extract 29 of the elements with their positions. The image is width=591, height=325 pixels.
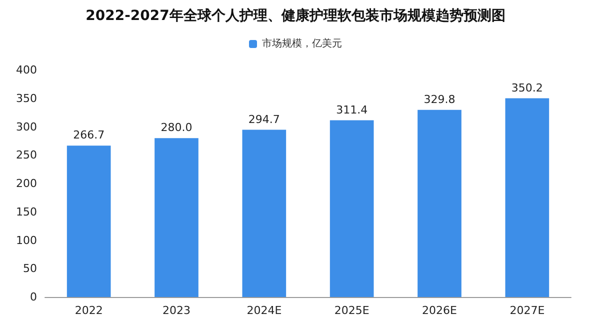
bar (66, 146, 111, 297)
bar (330, 120, 374, 297)
y-tick-label: 150 (16, 205, 37, 218)
legend-label: 市场规模，亿美元 (262, 38, 342, 50)
text: 311.4 (336, 103, 368, 116)
x-tick-label: 2022 (74, 304, 103, 317)
bar (505, 98, 550, 297)
x-tick-label: 2023 (162, 304, 190, 317)
text: 329.8 (424, 92, 456, 106)
text: 280.0 (160, 121, 192, 134)
x-tick-label: 2024E (246, 304, 282, 317)
text: 294.7 (248, 112, 280, 126)
x-tick-label: 2027E (510, 304, 545, 317)
y-tick-label: 0 (30, 290, 37, 304)
bar (242, 130, 286, 297)
y-tick-label: 350 (16, 92, 37, 105)
chart-title: 2022-2027年全球个人护理、健康护理软包装市场规模趋势预测图 (86, 7, 506, 24)
y-tick-label: 300 (16, 120, 37, 134)
y-tick-label: 200 (16, 177, 37, 190)
bar (154, 138, 198, 297)
x-tick-label: 2026E (422, 304, 458, 317)
y-tick-label: 250 (16, 148, 37, 162)
text: 266.7 (73, 128, 105, 142)
y-tick-label: 50 (23, 262, 37, 276)
y-tick-label: 100 (16, 234, 37, 247)
x-tick-label: 2025E (334, 304, 370, 317)
bar (418, 110, 462, 297)
text: 350.2 (511, 81, 543, 94)
y-tick-label: 400 (16, 64, 37, 76)
